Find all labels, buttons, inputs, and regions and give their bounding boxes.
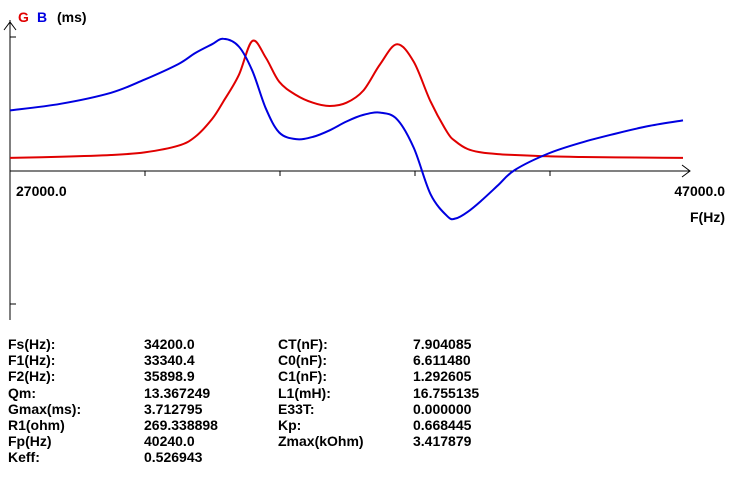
param-value: 40240.0 [144,433,195,450]
param-label: Kp: [278,416,302,433]
param-value: 13.367249 [144,384,211,401]
param-value: 3.417879 [413,433,472,450]
series-b-line [9,37,684,221]
x-axis-title: F(Hz) [690,209,725,225]
param-value: 16.755135 [413,384,480,401]
param-label: Qm: [8,384,36,401]
legend-unit-label: (ms) [57,9,87,25]
param-value: 33340.4 [144,352,195,369]
param-label: C1(nF): [278,368,327,385]
param-value: 35898.9 [144,368,195,385]
series-g-line [9,39,684,159]
param-label: F2(Hz): [8,368,56,385]
y-axis-arrow [3,21,17,31]
legend-b-label: B [37,9,47,25]
param-label: Keff: [8,449,40,466]
param-value: 3.712795 [144,400,203,417]
param-label: Fs(Hz): [8,336,56,352]
param-label: L1(mH): [278,384,331,401]
param-value: 1.292605 [413,368,472,385]
x-min-label: 27000.0 [16,183,67,199]
param-value: 7.904085 [413,336,472,352]
param-label: C0(nF): [278,352,327,369]
param-value: 0.526943 [144,449,203,466]
x-max-label: 47000.0 [674,183,725,199]
admittance-chart: G B (ms) 27000.0 47000.0 F(Hz) [3,9,725,320]
legend-g-label: G [18,9,29,25]
x-axis-arrow [681,164,691,178]
param-label: F1(Hz): [8,352,56,369]
param-label: E33T: [278,400,315,417]
param-label: Gmax(ms): [8,400,82,417]
param-label: CT(nF): [278,336,328,352]
param-label: R1(ohm) [8,416,65,433]
param-value: 269.338898 [144,416,218,433]
param-label: Fp(Hz) [8,433,52,450]
param-value: 0.668445 [413,416,472,433]
param-value: 34200.0 [144,336,195,352]
param-value: 0.000000 [413,400,472,417]
param-label: Zmax(kOhm) [278,433,364,450]
param-value: 6.611480 [413,352,471,369]
